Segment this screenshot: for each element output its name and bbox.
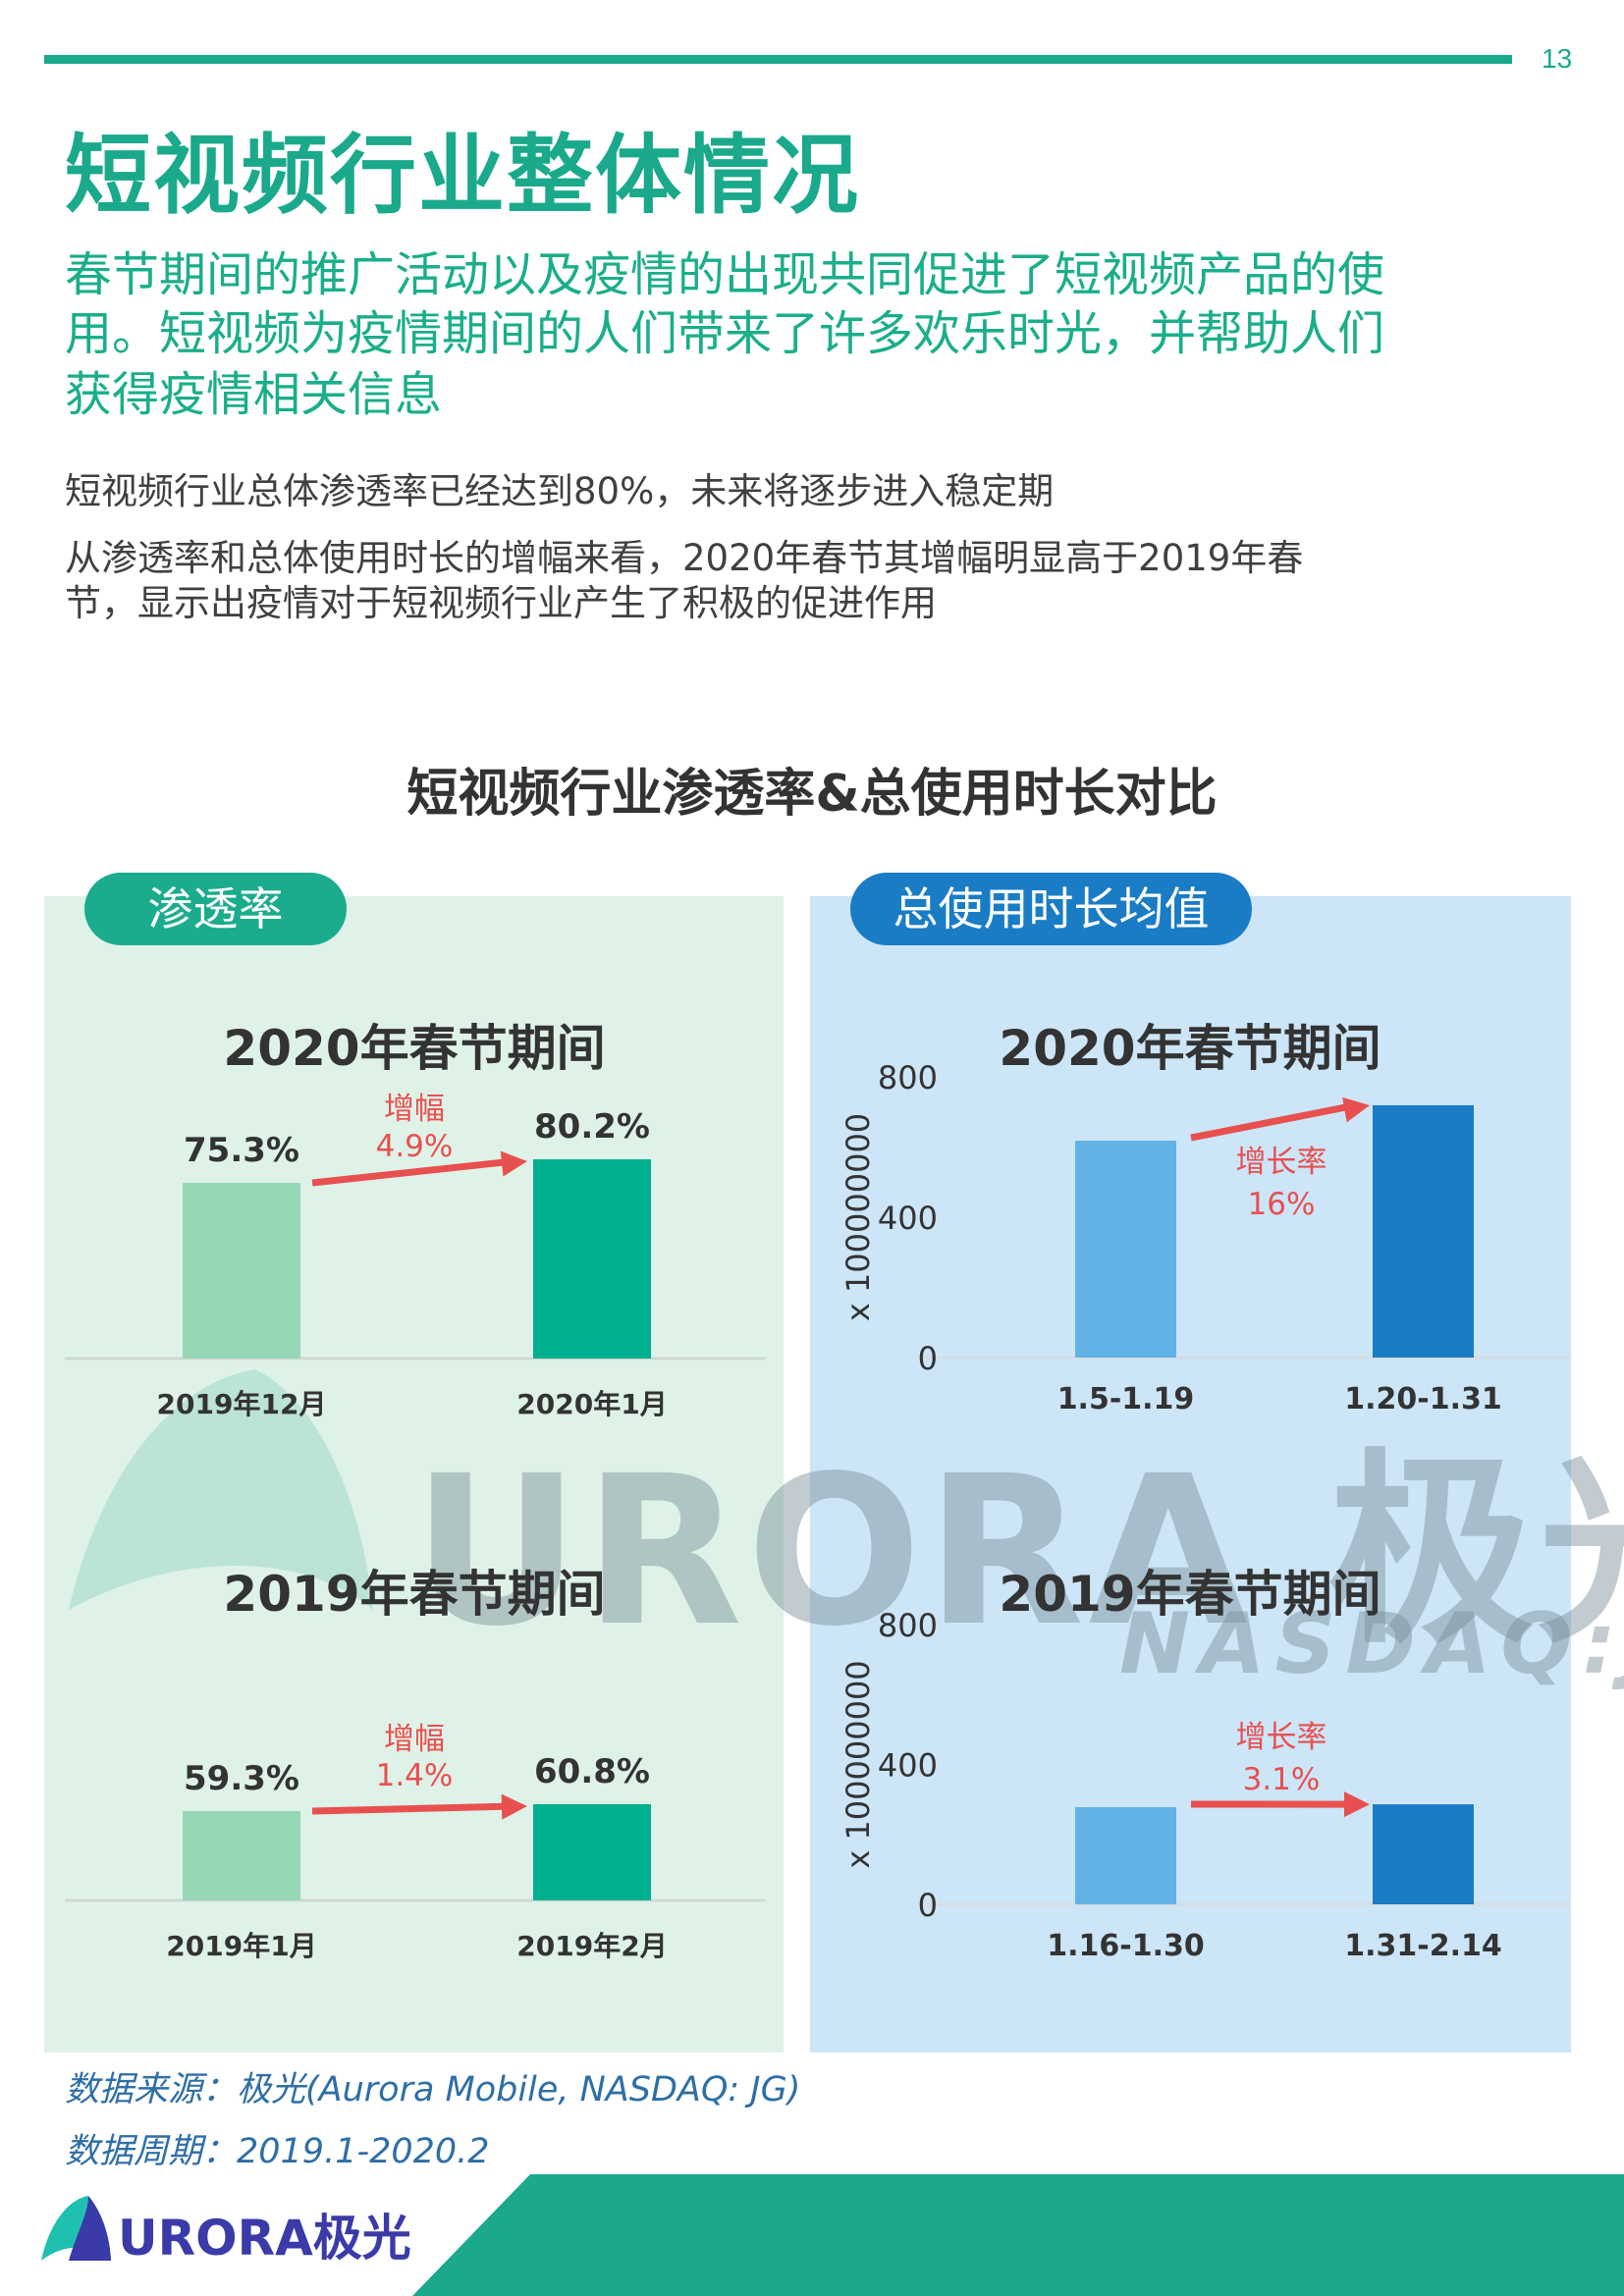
bar (183, 1811, 300, 1900)
bar (533, 1159, 651, 1359)
data-label: 80.2% (534, 1107, 650, 1147)
body-line: 节，显示出疫情对于短视频行业产生了积极的促进作用 (65, 582, 937, 624)
penetration-panel (44, 896, 784, 2053)
category-label: 1.5-1.19 (1057, 1382, 1195, 1416)
data-period: 数据周期：2019.1-2020.2 (65, 2132, 490, 2171)
page-title: 短视频行业整体情况 (65, 125, 861, 226)
growth-arrow (311, 1157, 514, 1187)
y-axis-label: x 100000000 (839, 1113, 877, 1321)
category-label: 1.31-2.14 (1344, 1929, 1502, 1963)
chart-heading: 短视频行业渗透率&总使用时长对比 (406, 765, 1218, 824)
category-label: 2020年1月 (516, 1388, 667, 1420)
chart-title: 2019年春节期间 (999, 1566, 1381, 1623)
aurora-logo-icon (41, 2196, 111, 2261)
bar (1373, 1804, 1474, 1904)
chart-title: 2020年春节期间 (999, 1020, 1381, 1077)
footer-band (412, 2174, 1624, 2296)
annotation-label: 增长率 (1236, 1720, 1327, 1755)
watermark-brand: URORA 极光 (412, 1431, 1624, 1672)
growth-arrow-head (1342, 1096, 1370, 1123)
growth-arrow-head (500, 1150, 527, 1177)
subtitle-line: 获得疫情相关信息 (65, 367, 443, 422)
chart-title: 2019年春节期间 (223, 1566, 606, 1623)
annotation-value: 3.1% (1243, 1762, 1321, 1797)
annotation-value: 1.4% (376, 1758, 454, 1793)
annotation-label: 增长率 (1236, 1145, 1327, 1180)
y-tick-label: 0 (918, 1340, 938, 1377)
top-rule (44, 55, 1512, 64)
subtitle-line: 用。短视频为疫情期间的人们带来了许多欢乐时光，并帮助人们 (65, 306, 1385, 361)
growth-arrow-head (501, 1793, 527, 1820)
aurora-logo-text: URORA极光 (118, 2210, 411, 2267)
category-label: 2019年12月 (157, 1388, 327, 1420)
y-tick-label: 400 (878, 1747, 938, 1785)
body-line: 从渗透率和总体使用时长的增幅来看，2020年春节其增幅明显高于2019年春 (65, 537, 1304, 579)
data-label: 60.8% (534, 1752, 650, 1791)
y-tick-label: 800 (878, 1059, 938, 1096)
category-label: 1.20-1.31 (1344, 1382, 1502, 1416)
penetration-label-pill: 渗透率 (84, 873, 347, 945)
growth-arrow-head (1343, 1791, 1370, 1818)
bar (183, 1183, 300, 1359)
bar (1075, 1806, 1176, 1904)
body-line: 短视频行业总体渗透率已经达到80%，未来将逐步进入稳定期 (65, 470, 1055, 512)
data-label: 59.3% (184, 1759, 299, 1798)
category-label: 2019年1月 (166, 1930, 316, 1962)
watermark-ticker: NASDAQ:JG (1119, 1595, 1624, 1693)
annotation-value: 16% (1248, 1187, 1316, 1222)
bar (1075, 1141, 1176, 1358)
subtitle-line: 春节期间的推广活动以及疫情的出现共同促进了短视频产品的使 (65, 247, 1385, 302)
annotation-label: 增幅 (384, 1092, 445, 1127)
page-number: 13 (1542, 43, 1573, 74)
bar (1373, 1104, 1474, 1358)
chart-title: 2020年春节期间 (223, 1020, 606, 1077)
aurora-leaf-watermark-icon (69, 1369, 373, 1610)
category-label: 2019年2月 (516, 1930, 667, 1962)
bar (533, 1804, 651, 1900)
growth-arrow (1190, 1101, 1357, 1142)
category-label: 1.16-1.30 (1047, 1929, 1205, 1963)
growth-arrow (311, 1802, 514, 1815)
annotation-label: 增幅 (384, 1722, 445, 1757)
y-tick-label: 800 (878, 1607, 938, 1644)
data-source: 数据来源：极光(Aurora Mobile, NASDAQ: JG) (65, 2070, 801, 2109)
y-tick-label: 400 (878, 1200, 938, 1237)
data-label: 75.3% (184, 1131, 299, 1170)
annotation-value: 4.9% (376, 1129, 454, 1164)
y-tick-label: 0 (918, 1887, 938, 1924)
duration-label-pill: 总使用时长均值 (850, 873, 1252, 945)
y-axis-label: x 100000000 (839, 1660, 877, 1868)
